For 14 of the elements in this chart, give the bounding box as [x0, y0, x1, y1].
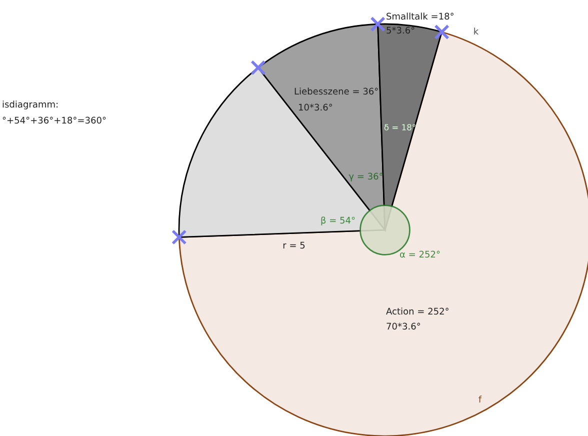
- text: r = 5: [283, 242, 305, 249]
- text: α = 252°: [400, 250, 440, 258]
- slice-label: Action = 252°: [386, 308, 448, 315]
- text: 70*3.6°: [386, 322, 420, 330]
- text: k: [474, 28, 479, 34]
- text: °+54°+36°+18°=360°: [2, 116, 106, 124]
- slice-label: Liebesszene = 36°: [294, 88, 378, 95]
- text: isdiagramm:: [2, 100, 58, 110]
- text: γ = 36°: [348, 172, 382, 182]
- text: 5*3.6°: [386, 26, 414, 34]
- text: 10*3.6°: [298, 104, 332, 111]
- text: β = 54°: [321, 216, 355, 226]
- text: f: [478, 396, 482, 402]
- slice-label: Smalltalk =18°: [386, 12, 454, 20]
